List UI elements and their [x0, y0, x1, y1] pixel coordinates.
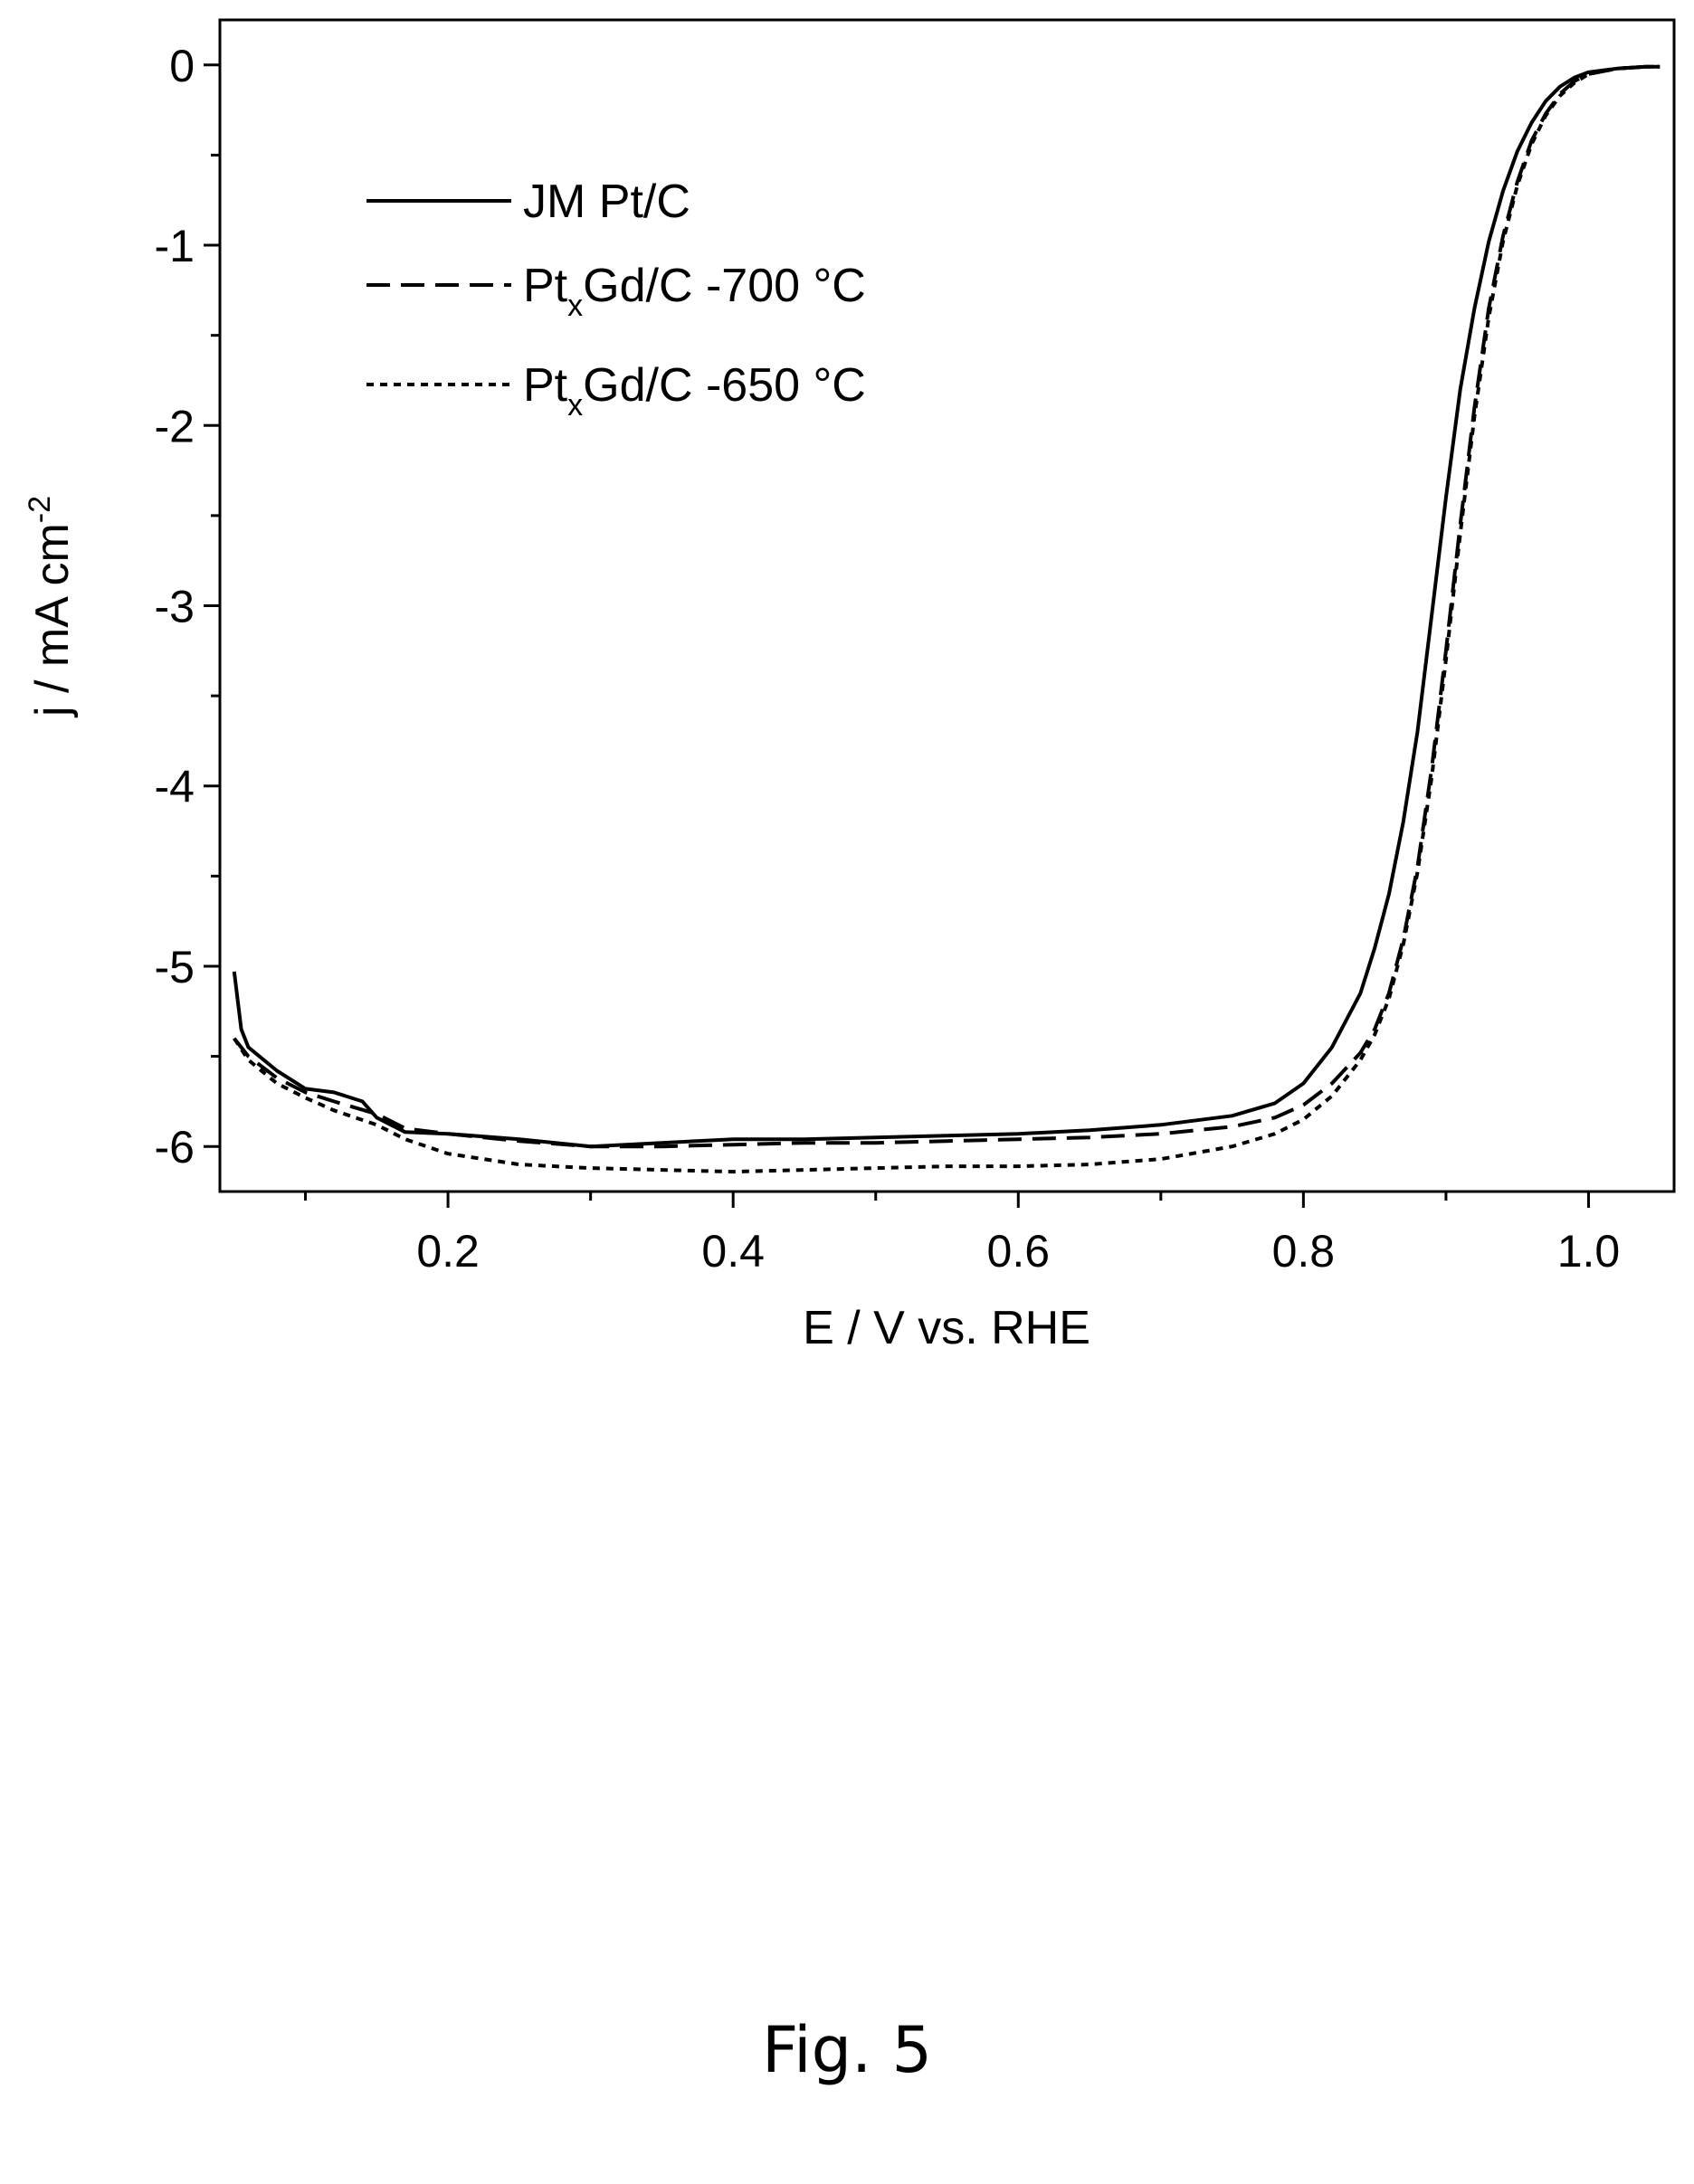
- plot-frame: [218, 18, 1676, 1193]
- y-tick-label: 0: [169, 41, 195, 91]
- figure-caption: Fig. 5: [761, 2013, 933, 2087]
- ldv-chart: 0.2 0.4 0.6 0.8 1.0 0 -1 -2 -3 -4 -5 -6 E / V vs. …: [23, 18, 1676, 1354]
- x-tick-label: 0.4: [701, 1226, 765, 1277]
- x-tick-label: 0.8: [1272, 1226, 1336, 1277]
- x-axis: 0.2 0.4 0.6 0.8 1.0: [304, 1192, 1621, 1277]
- y-tick-label: -2: [155, 401, 195, 451]
- y-axis-title-main: j / mA cm: [26, 523, 79, 718]
- series-layer: [232, 64, 1661, 1174]
- legend-label-ptxgd-700: PtxGd/C -700 °C: [523, 260, 866, 323]
- y-tick-label: -6: [155, 1122, 195, 1173]
- x-tick-label: 1.0: [1557, 1226, 1621, 1277]
- legend-label-jm-ptc: JM Pt/C: [523, 176, 690, 228]
- y-tick-label: -1: [155, 221, 195, 271]
- series-line-1: [233, 64, 1661, 1149]
- legend: JM Pt/C PtxGd/C -700 °C PtxGd/C -650 °C: [366, 176, 866, 423]
- y-axis: 0 -1 -2 -3 -4 -5 -6: [155, 41, 220, 1173]
- x-axis-title: E / V vs. RHE: [803, 1302, 1090, 1354]
- series-line-0: [232, 64, 1661, 1149]
- y-tick-label: -4: [155, 762, 195, 812]
- y-axis-title-sup: -2: [23, 496, 57, 523]
- y-tick-label: -3: [155, 582, 195, 632]
- legend-label-ptxgd-650: PtxGd/C -650 °C: [523, 359, 866, 423]
- x-tick-label: 0.2: [416, 1226, 480, 1277]
- series-line-2: [233, 64, 1661, 1174]
- x-tick-label: 0.6: [987, 1226, 1051, 1277]
- y-axis-title: j / mA cm-2: [23, 496, 79, 718]
- y-tick-label: -5: [155, 942, 195, 992]
